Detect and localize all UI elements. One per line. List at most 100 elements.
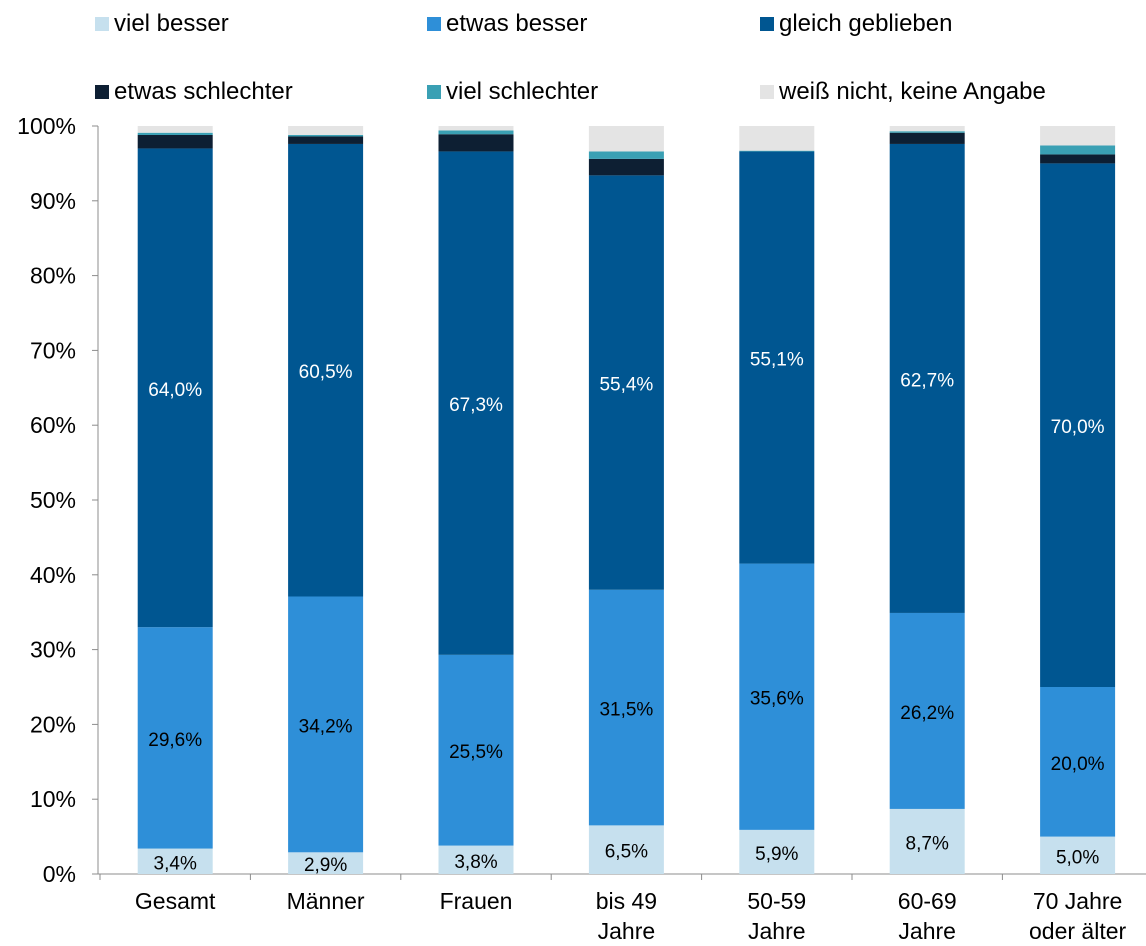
data-label: 70,0% [1051, 417, 1105, 438]
x-category-label: Frauen [440, 888, 513, 914]
bar-segment-1 [889, 808, 965, 874]
bar-segment-5 [889, 131, 965, 133]
bar-segment-5 [137, 132, 213, 135]
bar-segment-2 [739, 563, 815, 830]
data-label: 64,0% [148, 380, 202, 401]
y-tick-label: 80% [30, 263, 76, 289]
legend-item: etwas schlechter [95, 78, 293, 106]
bar-segment-1 [288, 852, 364, 874]
y-tick-label: 100% [17, 113, 76, 139]
y-tick-label: 70% [30, 337, 76, 363]
bar-segment-4 [288, 136, 364, 144]
data-label: 35,6% [750, 689, 804, 710]
bar-segment-3 [889, 143, 965, 613]
x-category-label: 50-59 [747, 888, 806, 914]
x-category-label: Gesamt [135, 888, 216, 914]
y-tick-label: 20% [30, 711, 76, 737]
data-label: 60,5% [299, 362, 353, 383]
y-tick-label: 40% [30, 562, 76, 588]
bar-segment-3 [739, 151, 815, 564]
legend-item: gleich geblieben [760, 10, 952, 38]
bar-segment-5 [438, 130, 514, 135]
legend-label: etwas besser [446, 10, 588, 37]
bar-segment-2 [288, 596, 364, 853]
x-category-label: Jahre [748, 918, 806, 944]
bar-segment-5 [588, 151, 664, 159]
legend-swatch [95, 85, 109, 99]
bar-segment-6 [137, 126, 213, 133]
legend-label: etwas schlechter [114, 78, 293, 105]
bar-segment-1 [438, 845, 514, 874]
bar-segment-2 [1040, 687, 1116, 837]
bar-segment-5 [1040, 145, 1116, 155]
bar-segment-4 [438, 134, 514, 152]
data-label: 55,1% [750, 350, 804, 371]
bar-segment-3 [137, 148, 213, 628]
bar-segment-1 [137, 848, 213, 874]
bar-segment-4 [889, 132, 965, 144]
bar-segment-5 [739, 150, 815, 152]
bar-segment-3 [588, 175, 664, 590]
bar-segment-2 [438, 654, 514, 846]
bar-segment-4 [137, 134, 213, 149]
y-tick-label: 60% [30, 412, 76, 438]
y-tick-label: 10% [30, 786, 76, 812]
x-category-label: 60-69 [898, 888, 957, 914]
x-category-label: Männer [287, 888, 365, 914]
bar-segment-6 [1040, 126, 1116, 146]
y-tick-label: 30% [30, 637, 76, 663]
data-label: 26,2% [900, 703, 954, 724]
y-tick-label: 0% [43, 861, 76, 887]
x-category-label: Jahre [598, 918, 656, 944]
data-label: 25,5% [449, 742, 503, 763]
legend-label: weiß nicht, keine Angabe [779, 78, 1046, 105]
bar-segment-3 [438, 151, 514, 655]
y-tick-label: 90% [30, 188, 76, 214]
data-label: 62,7% [900, 370, 954, 391]
x-category-label: 70 Jahre [1033, 888, 1123, 914]
bar-segment-6 [438, 126, 514, 131]
bar-segment-6 [739, 126, 815, 151]
bar-segment-1 [739, 829, 815, 874]
legend-label: viel besser [114, 10, 229, 37]
bar-segment-6 [889, 126, 965, 132]
data-label: 5,9% [755, 844, 798, 865]
bar-segment-2 [588, 589, 664, 826]
data-label: 55,4% [599, 375, 653, 396]
bar-segment-6 [588, 126, 664, 152]
legend-swatch [760, 85, 774, 99]
data-label: 2,9% [304, 855, 347, 876]
bar-segment-6 [288, 126, 364, 135]
y-tick-label: 50% [30, 487, 76, 513]
bar-segment-1 [1040, 836, 1116, 874]
legend-label: gleich geblieben [779, 10, 953, 37]
data-label: 67,3% [449, 395, 503, 416]
data-label: 8,7% [906, 833, 949, 854]
legend-swatch [760, 17, 774, 31]
data-label: 31,5% [599, 700, 653, 721]
legend-item: etwas besser [427, 10, 587, 38]
bar-segment-4 [1040, 154, 1116, 164]
bar-segment-2 [889, 612, 965, 809]
x-category-label: Jahre [898, 918, 956, 944]
data-label: 20,0% [1051, 754, 1105, 775]
data-label: 29,6% [148, 730, 202, 751]
data-label: 6,5% [605, 842, 648, 863]
x-category-label: bis 49 [596, 888, 657, 914]
bar-segment-5 [288, 134, 364, 137]
bar-segment-4 [588, 158, 664, 176]
data-label: 5,0% [1056, 847, 1099, 868]
bar-segment-1 [588, 825, 664, 874]
x-category-label: oder älter [1029, 918, 1127, 944]
data-label: 3,4% [154, 853, 197, 874]
bar-segment-2 [137, 627, 213, 849]
data-label: 3,8% [454, 852, 497, 873]
legend-swatch [95, 17, 109, 31]
legend-label: viel schlechter [446, 78, 599, 105]
legend-item: weiß nicht, keine Angabe [760, 78, 1046, 106]
legend-swatch [427, 85, 441, 99]
legend-item: viel schlechter [427, 78, 598, 106]
legend-item: viel besser [95, 10, 229, 38]
bar-segment-3 [288, 143, 364, 597]
